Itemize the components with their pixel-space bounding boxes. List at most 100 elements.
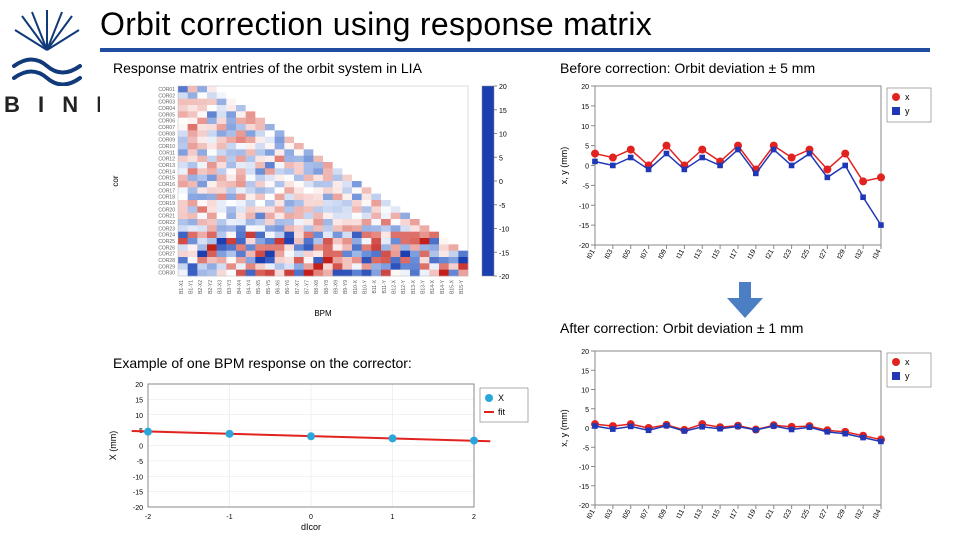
svg-text:t17: t17 xyxy=(729,248,740,260)
svg-text:B6-X6: B6-X6 xyxy=(276,280,282,294)
caption-heatmap: Response matrix entries of the orbit sys… xyxy=(113,60,422,76)
svg-text:COR29: COR29 xyxy=(158,264,175,270)
svg-text:t17: t17 xyxy=(729,508,740,520)
svg-text:20: 20 xyxy=(135,382,143,389)
svg-text:t32: t32 xyxy=(854,508,865,520)
svg-text:COR15: COR15 xyxy=(158,176,175,182)
bpm-chart: -20-15-10-505101520-2-1012X (mm)dIcorXfi… xyxy=(102,378,532,533)
before-chart: -20-15-10-505101520x, y (mm)t01t03t05t07… xyxy=(555,80,935,275)
svg-text:t25: t25 xyxy=(800,248,811,260)
svg-text:-15: -15 xyxy=(579,223,589,230)
svg-text:t03: t03 xyxy=(604,248,615,260)
svg-text:-1: -1 xyxy=(226,514,232,521)
svg-text:t01: t01 xyxy=(586,508,597,520)
svg-text:0: 0 xyxy=(139,444,143,451)
svg-text:B11-Y: B11-Y xyxy=(382,279,388,293)
svg-text:COR04: COR04 xyxy=(158,106,175,112)
svg-text:t21: t21 xyxy=(765,248,776,260)
svg-text:B4-X4: B4-X4 xyxy=(237,280,243,294)
svg-text:COR25: COR25 xyxy=(158,239,175,245)
svg-text:t27: t27 xyxy=(818,508,829,520)
svg-text:20: 20 xyxy=(581,84,589,91)
svg-text:dIcor: dIcor xyxy=(301,522,321,532)
svg-text:t27: t27 xyxy=(818,248,829,260)
svg-text:t07: t07 xyxy=(639,508,650,520)
svg-text:5: 5 xyxy=(499,155,503,162)
svg-text:y: y xyxy=(905,106,910,116)
svg-text:0: 0 xyxy=(585,164,589,171)
svg-text:B11-X: B11-X xyxy=(372,279,378,293)
svg-text:10: 10 xyxy=(135,413,143,420)
svg-text:0: 0 xyxy=(309,514,313,521)
svg-text:5: 5 xyxy=(585,407,589,414)
svg-text:B2-Y2: B2-Y2 xyxy=(208,280,214,294)
svg-text:COR08: COR08 xyxy=(158,131,175,137)
title-underline xyxy=(100,48,930,52)
arrow-down-icon xyxy=(725,282,765,318)
svg-text:15: 15 xyxy=(581,368,589,375)
svg-text:COR21: COR21 xyxy=(158,214,175,220)
svg-text:-15: -15 xyxy=(133,490,143,497)
svg-text:20: 20 xyxy=(499,84,507,91)
svg-text:B8-X8: B8-X8 xyxy=(314,280,320,294)
svg-text:COR19: COR19 xyxy=(158,201,175,207)
svg-text:t29: t29 xyxy=(836,248,847,260)
svg-text:-5: -5 xyxy=(583,445,589,452)
svg-text:-10: -10 xyxy=(579,203,589,210)
svg-text:COR24: COR24 xyxy=(158,233,175,239)
svg-text:t09: t09 xyxy=(657,248,668,260)
svg-text:COR13: COR13 xyxy=(158,163,175,169)
svg-text:t11: t11 xyxy=(675,248,686,260)
svg-text:COR17: COR17 xyxy=(158,188,175,194)
svg-text:X (mm): X (mm) xyxy=(108,431,118,461)
svg-text:y: y xyxy=(905,371,910,381)
svg-text:B13-Y: B13-Y xyxy=(421,279,427,294)
svg-text:COR20: COR20 xyxy=(158,207,175,213)
svg-text:t11: t11 xyxy=(675,508,686,520)
svg-text:t13: t13 xyxy=(693,248,704,260)
svg-text:COR26: COR26 xyxy=(158,245,175,251)
svg-text:-5: -5 xyxy=(499,203,505,210)
svg-text:COR28: COR28 xyxy=(158,258,175,264)
svg-text:t34: t34 xyxy=(872,508,883,520)
svg-text:x: x xyxy=(905,92,910,102)
svg-text:t03: t03 xyxy=(604,508,615,520)
svg-text:B10-X: B10-X xyxy=(353,279,359,294)
svg-text:COR16: COR16 xyxy=(158,182,175,188)
svg-text:cor: cor xyxy=(111,175,120,186)
caption-after: After correction: Orbit deviation ± 1 mm xyxy=(560,320,803,336)
svg-text:t19: t19 xyxy=(747,508,758,520)
svg-text:-15: -15 xyxy=(579,484,589,491)
svg-text:t13: t13 xyxy=(693,508,704,520)
heatmap-figure: COR01COR02COR03COR04COR05COR06COR07COR08… xyxy=(100,80,530,320)
svg-text:COR05: COR05 xyxy=(158,112,175,118)
svg-text:t09: t09 xyxy=(657,508,668,520)
after-chart: -20-15-10-505101520x, y (mm)t01t03t05t07… xyxy=(555,345,935,535)
svg-text:-20: -20 xyxy=(499,274,509,281)
svg-text:COR30: COR30 xyxy=(158,271,175,277)
svg-text:-20: -20 xyxy=(579,243,589,250)
svg-text:x: x xyxy=(905,357,910,367)
svg-text:B12-Y: B12-Y xyxy=(401,279,407,294)
svg-text:B13-X: B13-X xyxy=(411,279,417,294)
svg-text:-5: -5 xyxy=(583,183,589,190)
svg-text:10: 10 xyxy=(499,132,507,139)
svg-text:x, y (mm): x, y (mm) xyxy=(559,409,569,447)
svg-text:t23: t23 xyxy=(782,248,793,260)
svg-text:-15: -15 xyxy=(499,250,509,257)
svg-text:B5-X5: B5-X5 xyxy=(256,280,262,294)
svg-text:B5-Y5: B5-Y5 xyxy=(266,280,272,294)
svg-text:5: 5 xyxy=(585,144,589,151)
svg-text:B1-Y1: B1-Y1 xyxy=(189,280,195,294)
caption-bpm: Example of one BPM response on the corre… xyxy=(113,355,412,371)
svg-text:t25: t25 xyxy=(800,508,811,520)
svg-text:t29: t29 xyxy=(836,508,847,520)
svg-text:-20: -20 xyxy=(579,503,589,510)
svg-text:B3-X3: B3-X3 xyxy=(218,280,224,294)
svg-text:0: 0 xyxy=(499,179,503,186)
svg-text:B7-Y7: B7-Y7 xyxy=(305,280,311,294)
svg-text:-20: -20 xyxy=(133,505,143,512)
svg-text:15: 15 xyxy=(581,104,589,111)
svg-text:COR27: COR27 xyxy=(158,252,175,258)
svg-text:2: 2 xyxy=(472,514,476,521)
